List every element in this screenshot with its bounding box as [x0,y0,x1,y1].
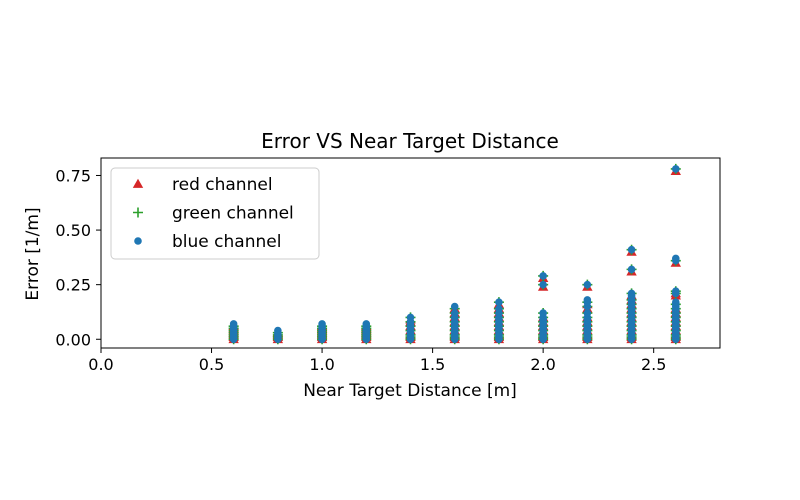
x-tick-label: 0.0 [88,355,113,374]
blue-channel-point [406,313,415,322]
x-tick-label: 1.0 [309,355,334,374]
blue-channel-point [495,298,503,306]
y-tick-label: 0.00 [55,330,91,349]
blue-channel-point [671,165,680,173]
y-tick-label: 0.75 [55,166,91,185]
blue-channel-point [450,302,459,311]
legend-label-red-channel: red channel [172,175,273,195]
blue-channel-point [627,245,636,254]
legend-item-green-channel: green channel [133,204,294,224]
x-tick-label: 1.5 [420,355,445,374]
legend: red channel green channel blue channel [110,167,320,260]
x-axis-label: Near Target Distance [m] [303,381,517,401]
blue-channel-point [229,320,238,328]
blue-channel-point [671,254,680,263]
blue-channel-point [450,309,459,317]
blue-channel-point [362,320,371,328]
blue-channel-point [274,326,282,335]
blue-channel-point [495,304,503,313]
x-tick-label: 2.5 [641,355,666,374]
legend-box [110,167,320,260]
blue-channel-point [671,287,680,296]
plot-marks [228,163,681,345]
blue-channel-point [627,265,636,274]
blue-channel-point [539,272,547,280]
blue-channel-point [583,280,592,289]
axes: 0.0 0.5 1.0 1.5 2.0 2.5 0.00 0.25 0.50 0.75 [55,157,721,374]
legend-item-red-channel: red channel [132,175,273,195]
chart-title: Error VS Near Target Distance [261,129,559,153]
legend-item-blue-channel: blue channel [134,232,281,252]
y-tick-label: 0.25 [55,276,91,295]
plot-frame [100,157,721,349]
blue-channel-point [671,298,680,306]
blue-channel-point [539,309,547,317]
blue-channel-point [583,296,592,304]
blue-channel-point [539,280,547,289]
x-tick-label: 0.5 [199,355,224,374]
blue-channel-point [583,309,592,317]
legend-label-green-channel: green channel [172,204,294,224]
legend-marker-green-channel [133,207,143,218]
legend-marker-red-channel [132,178,144,188]
blue-channel-series [229,165,680,344]
x-tick-label: 2.0 [530,355,555,374]
blue-channel-point [318,320,326,328]
legend-marker-blue-channel [134,237,142,245]
y-axis-label: Error [1/m] [23,207,43,300]
blue-channel-point [627,289,636,298]
y-tick-label: 0.50 [55,221,91,240]
legend-label-blue-channel: blue channel [172,232,281,252]
